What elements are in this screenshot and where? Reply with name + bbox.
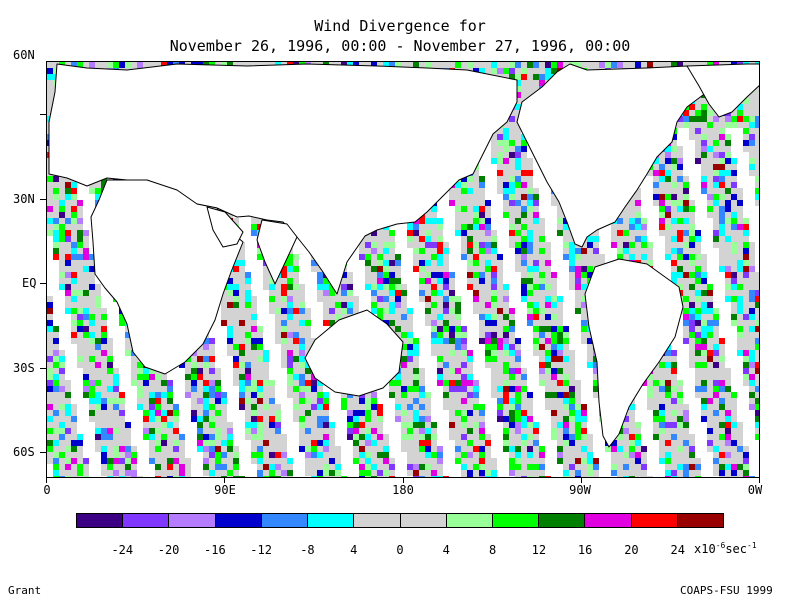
color-scale-swatch xyxy=(308,514,355,527)
lon-tick xyxy=(46,478,47,483)
africa xyxy=(90,179,244,375)
lon-tick xyxy=(224,478,225,483)
color-scale-tick-label: 4 xyxy=(350,543,358,557)
lat-tick xyxy=(40,114,46,115)
lon-tick xyxy=(581,478,582,483)
south-america xyxy=(584,258,684,448)
color-scale-swatch xyxy=(492,514,540,527)
color-scale-tick-label: 24 xyxy=(670,543,685,557)
color-scale-tick-label: 8 xyxy=(488,543,497,557)
india xyxy=(256,219,298,285)
color-scale-swatch xyxy=(677,514,724,527)
color-scale-swatch xyxy=(631,514,678,527)
color-scale-tick-label: 16 xyxy=(577,543,593,557)
color-scale-tick-label: 12 xyxy=(531,543,547,557)
lat-label-30n: 30N xyxy=(13,192,35,206)
lat-label-60n: 60N xyxy=(13,48,35,62)
color-scale-tick-label: -24 xyxy=(111,543,134,557)
color-scale-swatch xyxy=(261,514,309,527)
divergence-map xyxy=(46,61,760,478)
greenland xyxy=(686,63,759,118)
color-scale-swatch xyxy=(539,514,586,527)
lat-tick xyxy=(40,368,46,369)
color-scale-tick-label: -16 xyxy=(204,543,226,557)
lat-label-30s: 30S xyxy=(13,361,35,375)
author-credit: Grant xyxy=(8,584,42,597)
lat-tick xyxy=(40,199,46,200)
color-scale-tick-label: -8 xyxy=(300,543,315,557)
color-scale-tick-label: 4 xyxy=(442,543,450,557)
color-scale-tick-label: 0 xyxy=(396,543,404,557)
color-scale-tick-label: -12 xyxy=(250,543,272,557)
map-title: Wind Divergence for xyxy=(314,17,486,35)
lat-label-eq: EQ xyxy=(22,276,37,290)
lon-label-180: 180 xyxy=(392,483,414,497)
institution-credit: COAPS-FSU 1999 xyxy=(680,584,773,597)
color-scale-swatch xyxy=(123,514,170,527)
lon-tick xyxy=(403,478,404,483)
divergence-field xyxy=(47,62,759,477)
australia xyxy=(304,309,404,397)
lat-tick xyxy=(40,283,46,284)
color-scale-swatch xyxy=(215,514,262,527)
color-scale-swatch xyxy=(400,514,447,527)
color-scale-swatch xyxy=(446,514,493,527)
lat-label-60s: 60S xyxy=(13,445,35,459)
lon-label-0w: 0W xyxy=(747,483,763,497)
map-subtitle-date-range: November 26, 1996, 00:00 - November 27, … xyxy=(169,37,631,55)
lon-label-90w: 90W xyxy=(569,483,591,497)
color-scale-swatch xyxy=(77,514,124,527)
color-scale-swatch xyxy=(354,514,401,527)
continents xyxy=(48,63,759,448)
lon-tick xyxy=(759,478,760,483)
color-scale-tick-label: 20 xyxy=(624,543,639,557)
lon-label-0: 0 xyxy=(43,483,51,497)
arabia xyxy=(206,206,244,248)
color-scale-units: x10-6sec-1 xyxy=(694,541,757,556)
color-scale-bar xyxy=(76,513,724,528)
color-scale-tick-label: -20 xyxy=(157,543,180,557)
color-scale-swatch xyxy=(169,514,216,527)
color-scale-swatch xyxy=(585,514,632,527)
lat-tick xyxy=(40,452,46,453)
lon-label-90e: 90E xyxy=(214,483,236,497)
